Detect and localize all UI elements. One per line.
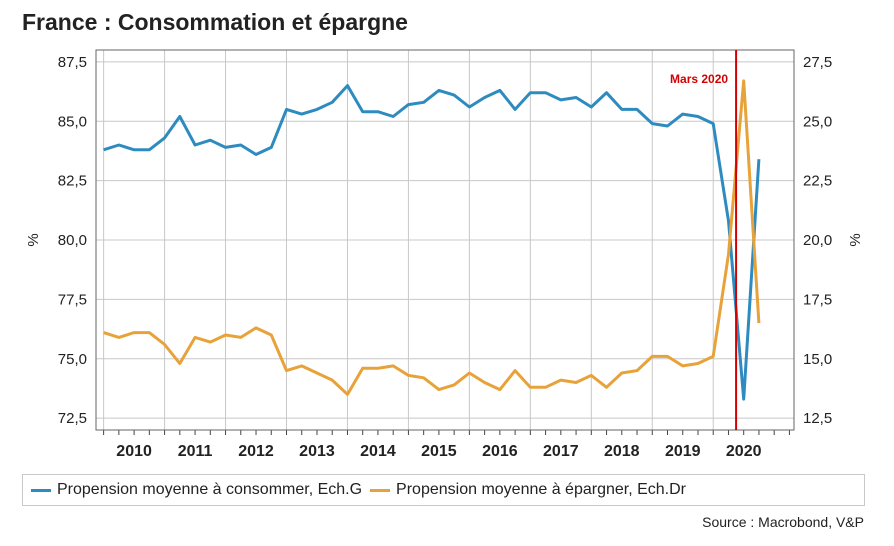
left-tick-label: 85,0	[58, 113, 87, 130]
left-tick-label: 87,5	[58, 54, 87, 71]
left-tick-label: 72,5	[58, 410, 87, 427]
x-tick-label: 2012	[238, 443, 274, 460]
right-tick-label: 20,0	[803, 232, 832, 249]
left-tick-label: 77,5	[58, 291, 87, 308]
right-tick-label: 22,5	[803, 173, 832, 190]
chart-canvas: 72,5 75,0 77,5 80,0 82,5 85,0 87,5 12,5 15,0 17,5…	[25, 49, 864, 460]
left-axis-label: %	[25, 233, 42, 246]
x-tick-label: 2019	[665, 443, 701, 460]
chart-title: France : Consommation et épargne	[22, 9, 408, 35]
left-tick-label: 75,0	[58, 351, 87, 368]
mars-2020-label: Mars 2020	[670, 72, 728, 86]
legend-swatch-epargner	[370, 488, 391, 492]
chart-legend: Propension moyenne à consommer, Ech.G Pr…	[22, 474, 865, 506]
left-tick-label: 82,5	[58, 173, 87, 190]
legend-item-epargner[interactable]: Propension moyenne à épargner, Ech.Dr	[370, 481, 686, 499]
x-tick-label: 2015	[421, 443, 457, 460]
legend-item-consommer[interactable]: Propension moyenne à consommer, Ech.G	[31, 481, 362, 499]
x-tick-label: 2017	[543, 443, 579, 460]
x-tick-label: 2016	[482, 443, 518, 460]
right-tick-label: 12,5	[803, 410, 832, 427]
x-tick-label: 2013	[299, 443, 335, 460]
right-axis-label: %	[847, 233, 864, 246]
source-note: Source : Macrobond, V&P	[702, 514, 864, 530]
x-tick-label: 2018	[604, 443, 640, 460]
series-line-consommer	[103, 84, 761, 401]
series-line-epargner	[103, 79, 761, 396]
right-tick-label: 15,0	[803, 351, 832, 368]
x-tick-label: 2011	[178, 443, 213, 460]
x-tick-label: 2020	[726, 443, 762, 460]
legend-swatch-consommer	[31, 488, 51, 492]
legend-label-epargner: Propension moyenne à épargner, Ech.Dr	[396, 481, 686, 498]
right-tick-label: 25,0	[803, 113, 832, 130]
x-tick-label: 2014	[360, 443, 396, 460]
left-tick-label: 80,0	[58, 232, 87, 249]
plot-frame	[95, 49, 795, 431]
right-tick-label: 27,5	[803, 54, 832, 71]
legend-label-consommer: Propension moyenne à consommer, Ech.G	[57, 481, 363, 498]
x-tick-label: 2010	[116, 443, 152, 460]
right-tick-label: 17,5	[803, 291, 832, 308]
